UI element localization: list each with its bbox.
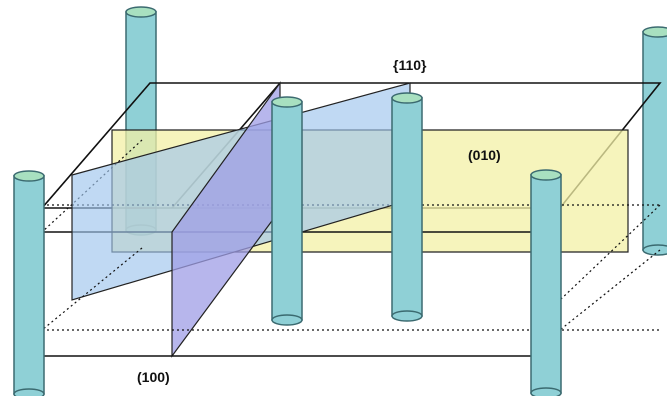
pillar-back-right [642, 26, 667, 256]
label-plane-100: (100) [137, 369, 170, 385]
pillar-mid-right [391, 92, 423, 322]
pillar-front-left [13, 170, 45, 396]
pillar-mid-left [271, 96, 303, 326]
pillar-front-right [530, 169, 562, 396]
label-plane-010: (010) [468, 147, 501, 163]
label-plane-110: {110} [393, 57, 427, 73]
plane-100 [171, 81, 281, 358]
